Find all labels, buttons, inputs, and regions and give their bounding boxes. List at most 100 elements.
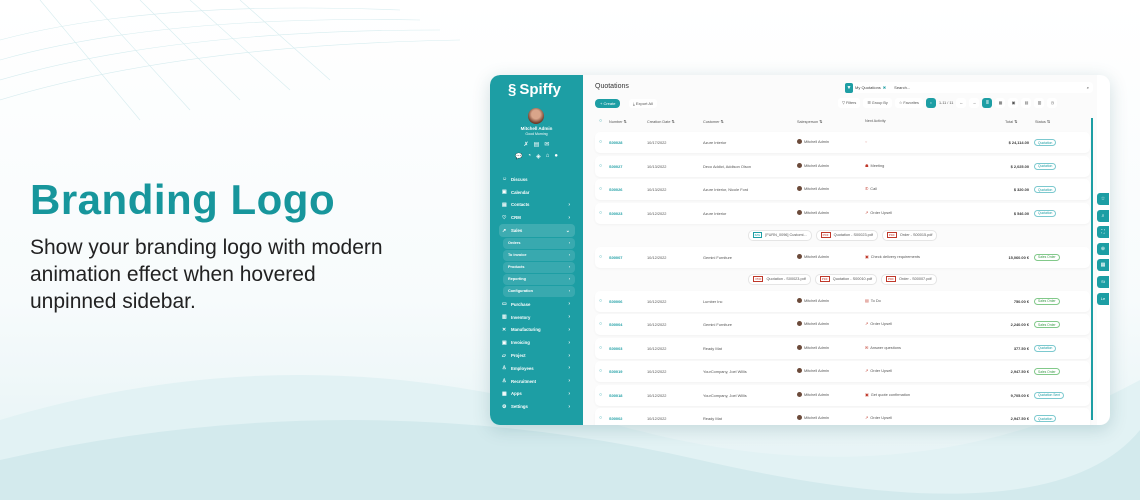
next-activity[interactable]: ↗ Order Upsell — [865, 321, 892, 326]
next-activity[interactable]: ☗ Meeting — [865, 163, 884, 168]
order-number[interactable]: S00023 — [609, 210, 623, 216]
attachment-chip[interactable]: PDF Quotation - S00023.pdf — [748, 273, 811, 285]
remove-facet-icon[interactable]: ✖ — [882, 85, 887, 90]
order-number[interactable]: S00026 — [609, 187, 623, 192]
favorites-button[interactable]: ☆ Favorites — [894, 98, 923, 108]
sidebar-item-apps[interactable]: ▦ Apps › — [499, 388, 575, 401]
col-total[interactable]: Total ⇅ — [1005, 120, 1018, 124]
filters-button[interactable]: ▽ Filters — [838, 98, 861, 108]
row-checkbox[interactable]: ○ — [599, 344, 603, 351]
next-activity[interactable]: ↗ Order Upsell — [865, 368, 892, 373]
order-number[interactable]: S00007 — [609, 254, 623, 260]
lock-icon[interactable]: ⌂ — [545, 153, 550, 159]
col-status[interactable]: Status ⇅ — [1035, 120, 1051, 124]
row-checkbox[interactable]: ○ — [599, 415, 603, 421]
row-checkbox[interactable]: ○ — [599, 186, 603, 192]
list-view-icon[interactable]: ≣ — [982, 98, 993, 108]
table-row[interactable]: ○ S00019 10/12/2022 YourCompany, Joel Willi… — [595, 361, 1090, 382]
sidebar-subitem-to-invoice[interactable]: To invoice › — [503, 249, 575, 261]
next-activity[interactable]: ✉ Answer questions — [865, 345, 901, 350]
table-row[interactable]: ○ S00023 10/12/2022 Azure Interior Mitchell … — [595, 202, 1090, 224]
calculator-icon[interactable]: ▦ — [1097, 259, 1109, 271]
sidebar-subitem-products[interactable]: Products › — [503, 261, 575, 273]
next-activity[interactable]: ▤ To Do — [865, 298, 881, 303]
star-icon[interactable]: ☆ — [1097, 193, 1109, 205]
side-button-le[interactable]: Le — [1097, 292, 1109, 305]
row-checkbox[interactable]: ○ — [599, 139, 603, 145]
sidebar-item-recruitment[interactable]: ♙ Recruitment › — [499, 375, 575, 388]
sidebar-subitem-orders[interactable]: Orders › — [503, 237, 575, 249]
sidebar-subitem-configuration[interactable]: Configuration › — [503, 285, 575, 297]
next-activity[interactable]: ✆ Call — [865, 186, 877, 191]
order-number[interactable]: S00002 — [609, 416, 623, 421]
bulb-icon[interactable]: ● — [554, 153, 558, 159]
calendar-view-icon[interactable]: ▣ — [1008, 98, 1019, 108]
table-row[interactable]: ○ S00002 10/12/2022 Ready Mat Mitchell Admin… — [595, 408, 1090, 425]
row-checkbox[interactable]: ○ — [599, 368, 603, 374]
graph-view-icon[interactable]: ▥ — [1034, 98, 1045, 108]
search-facet[interactable]: ▼ My Quotations ✖ — [845, 82, 887, 93]
order-number[interactable]: S00028 — [609, 140, 623, 145]
group-by-button[interactable]: ☰ Group By — [863, 98, 892, 108]
table-row[interactable]: ○ S00004 10/12/2022 Gemini Furniture Mitchel… — [595, 314, 1090, 335]
table-row[interactable]: ○ S00018 10/12/2022 YourCompany, Joel Willi… — [595, 384, 1090, 406]
select-all-checkbox[interactable]: ○ — [599, 118, 603, 124]
row-checkbox[interactable]: ○ — [599, 297, 603, 304]
order-number[interactable]: S00019 — [609, 369, 623, 374]
table-row[interactable]: ○ S00006 10/12/2022 Lumber Inc Mitchell Admi… — [595, 290, 1090, 312]
pivot-view-icon[interactable]: ▤ — [1021, 98, 1032, 108]
sidebar-item-discuss[interactable]: ☺ Discuss — [499, 173, 575, 186]
table-row[interactable]: ○ S00026 10/13/2022 Azure Interior, Nicole … — [595, 179, 1090, 200]
search-bar[interactable]: ▼ My Quotations ✖ Search... ⌕ — [845, 82, 1093, 93]
next-activity[interactable]: ▣ Check delivery requirements — [865, 254, 920, 259]
sidebar-item-calendar[interactable]: ▣ Calendar — [499, 186, 575, 199]
attachment-chip[interactable]: PDF Quotation - S00023.pdf — [815, 229, 878, 241]
table-row[interactable]: ○ S00027 10/13/2022 Deco Addict, Addison Ol… — [595, 155, 1090, 177]
table-row[interactable]: ○ S00003 10/12/2022 Ready Mat Mitchell Admin… — [595, 337, 1090, 359]
translate-icon[interactable]: ✗ — [523, 142, 529, 148]
sidebar-item-employees[interactable]: ♙ Employees › — [499, 362, 575, 375]
sidebar-item-crm[interactable]: ♡ CRM › — [499, 211, 575, 224]
col-customer[interactable]: Customer ⇅ — [703, 120, 724, 124]
scrollbar[interactable] — [1091, 118, 1093, 420]
chat-icon[interactable]: 💬 — [515, 154, 523, 160]
next-activity[interactable]: ◌ — [865, 139, 869, 144]
create-button[interactable]: + Create — [595, 99, 621, 108]
attachment-chip[interactable]: PDF Order - S00015.pdf — [881, 229, 938, 241]
attachment-chip[interactable]: PDF Quotation - S00010.pdf — [814, 273, 877, 285]
search-input[interactable]: Search... — [894, 85, 911, 90]
order-number[interactable]: S00003 — [609, 345, 623, 351]
table-row[interactable]: ○ S00007 10/12/2022 Gemini Furniture Mitchel… — [595, 246, 1090, 268]
sidebar-item-invoicing[interactable]: ▣ Invoicing › — [499, 336, 575, 349]
next-page-icon[interactable]: → — [969, 98, 980, 108]
tag-icon[interactable]: ◈ — [536, 154, 541, 160]
next-activity[interactable]: ↗ Order Upsell — [865, 210, 892, 215]
row-checkbox[interactable]: ○ — [599, 162, 603, 169]
next-activity[interactable]: ▣ Get quote confirmation — [865, 392, 910, 397]
col-number[interactable]: Number ⇅ — [609, 120, 627, 124]
sidebar-item-contacts[interactable]: ▤ Contacts › — [499, 199, 575, 212]
order-number[interactable]: S00006 — [609, 298, 623, 304]
row-checkbox[interactable]: ○ — [599, 321, 603, 327]
zoom-icon[interactable]: ⊕ — [1097, 242, 1109, 255]
document-icon[interactable]: ▤ — [533, 142, 540, 148]
sidebar-item-manufacturing[interactable]: ✕ Manufacturing › — [499, 324, 575, 337]
col-salesperson[interactable]: Salesperson ⇅ — [797, 120, 823, 124]
table-row[interactable]: ○ S00028 10/17/2022 Azure Interior Mitchell … — [595, 132, 1090, 153]
search-icon[interactable]: ⌕ — [1086, 85, 1089, 90]
export-all-button[interactable]: ⤓ Export All — [629, 99, 657, 108]
col-date[interactable]: Creation Date ⇅ — [647, 120, 675, 124]
fullscreen-icon[interactable]: ⛶ — [1097, 226, 1109, 238]
search-icon[interactable]: ⌕ — [1097, 209, 1109, 222]
brand-logo[interactable]: § Spiffy — [508, 81, 561, 98]
sidebar-item-settings[interactable]: ⚙ Settings › — [499, 400, 575, 413]
sidebar-item-purchase[interactable]: ▭ Purchase › — [499, 298, 575, 311]
attachment-chip[interactable]: IMG [FURN_0096] Customi... — [747, 229, 812, 241]
mail-icon[interactable]: ✉ — [544, 142, 550, 148]
clock-icon[interactable]: ◔ — [527, 153, 532, 159]
refresh-icon[interactable]: ○ — [925, 98, 936, 108]
order-number[interactable]: S00018 — [609, 392, 623, 398]
attachment-chip[interactable]: PDF Order - S00007.pdf — [881, 273, 937, 285]
row-checkbox[interactable]: ○ — [599, 391, 603, 398]
row-checkbox[interactable]: ○ — [599, 209, 603, 216]
